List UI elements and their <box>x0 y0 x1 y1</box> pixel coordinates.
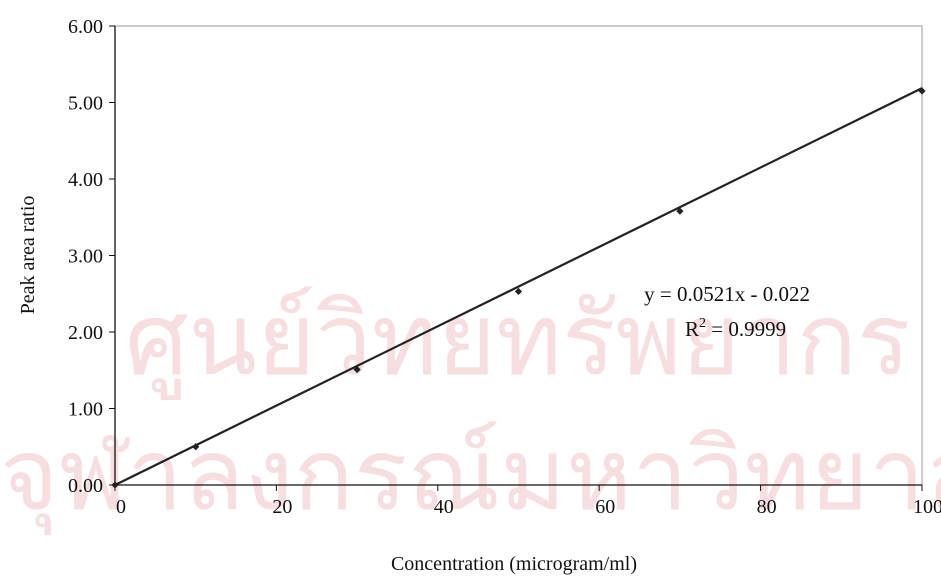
r-squared-label: R2 = 0.9999 <box>685 316 786 341</box>
y-tick-label: 4.00 <box>68 169 103 191</box>
x-axis-title: Concentration (microgram/ml) <box>391 553 637 575</box>
x-tick-label: 0 <box>116 496 126 518</box>
y-tick-label: 6.00 <box>68 16 103 38</box>
y-axis-title: Peak area ratio <box>17 196 39 315</box>
data-point <box>676 207 684 215</box>
data-point <box>918 87 926 95</box>
y-tick-label: 0.00 <box>68 475 103 497</box>
x-axis: 0 20 40 60 80 100 <box>114 485 941 518</box>
data-point <box>192 443 200 451</box>
trendline <box>114 87 923 486</box>
x-tick-label: 80 <box>757 496 777 518</box>
data-point <box>353 365 361 374</box>
y-tick-label: 5.00 <box>68 93 103 115</box>
y-tick-label: 2.00 <box>68 322 103 344</box>
plot-area-frame <box>114 25 923 486</box>
data-point <box>111 481 119 489</box>
x-tick-label: 100 <box>913 496 941 518</box>
x-tick-label: 20 <box>272 496 292 518</box>
r-squared-value: = 0.9999 <box>706 317 786 341</box>
y-tick-label: 3.00 <box>68 246 103 268</box>
x-tick-label: 40 <box>434 496 454 518</box>
r-squared-symbol: R <box>685 317 699 341</box>
r-squared-exponent: 2 <box>699 316 706 331</box>
y-tick-label: 1.00 <box>68 399 103 421</box>
regression-equation: y = 0.0521x - 0.022 <box>644 282 810 306</box>
x-tick-label: 60 <box>595 496 615 518</box>
data-point <box>514 287 523 296</box>
data-points <box>111 87 926 489</box>
y-axis: 0.00 1.00 2.00 3.00 4.00 5.00 6.00 <box>68 16 115 497</box>
